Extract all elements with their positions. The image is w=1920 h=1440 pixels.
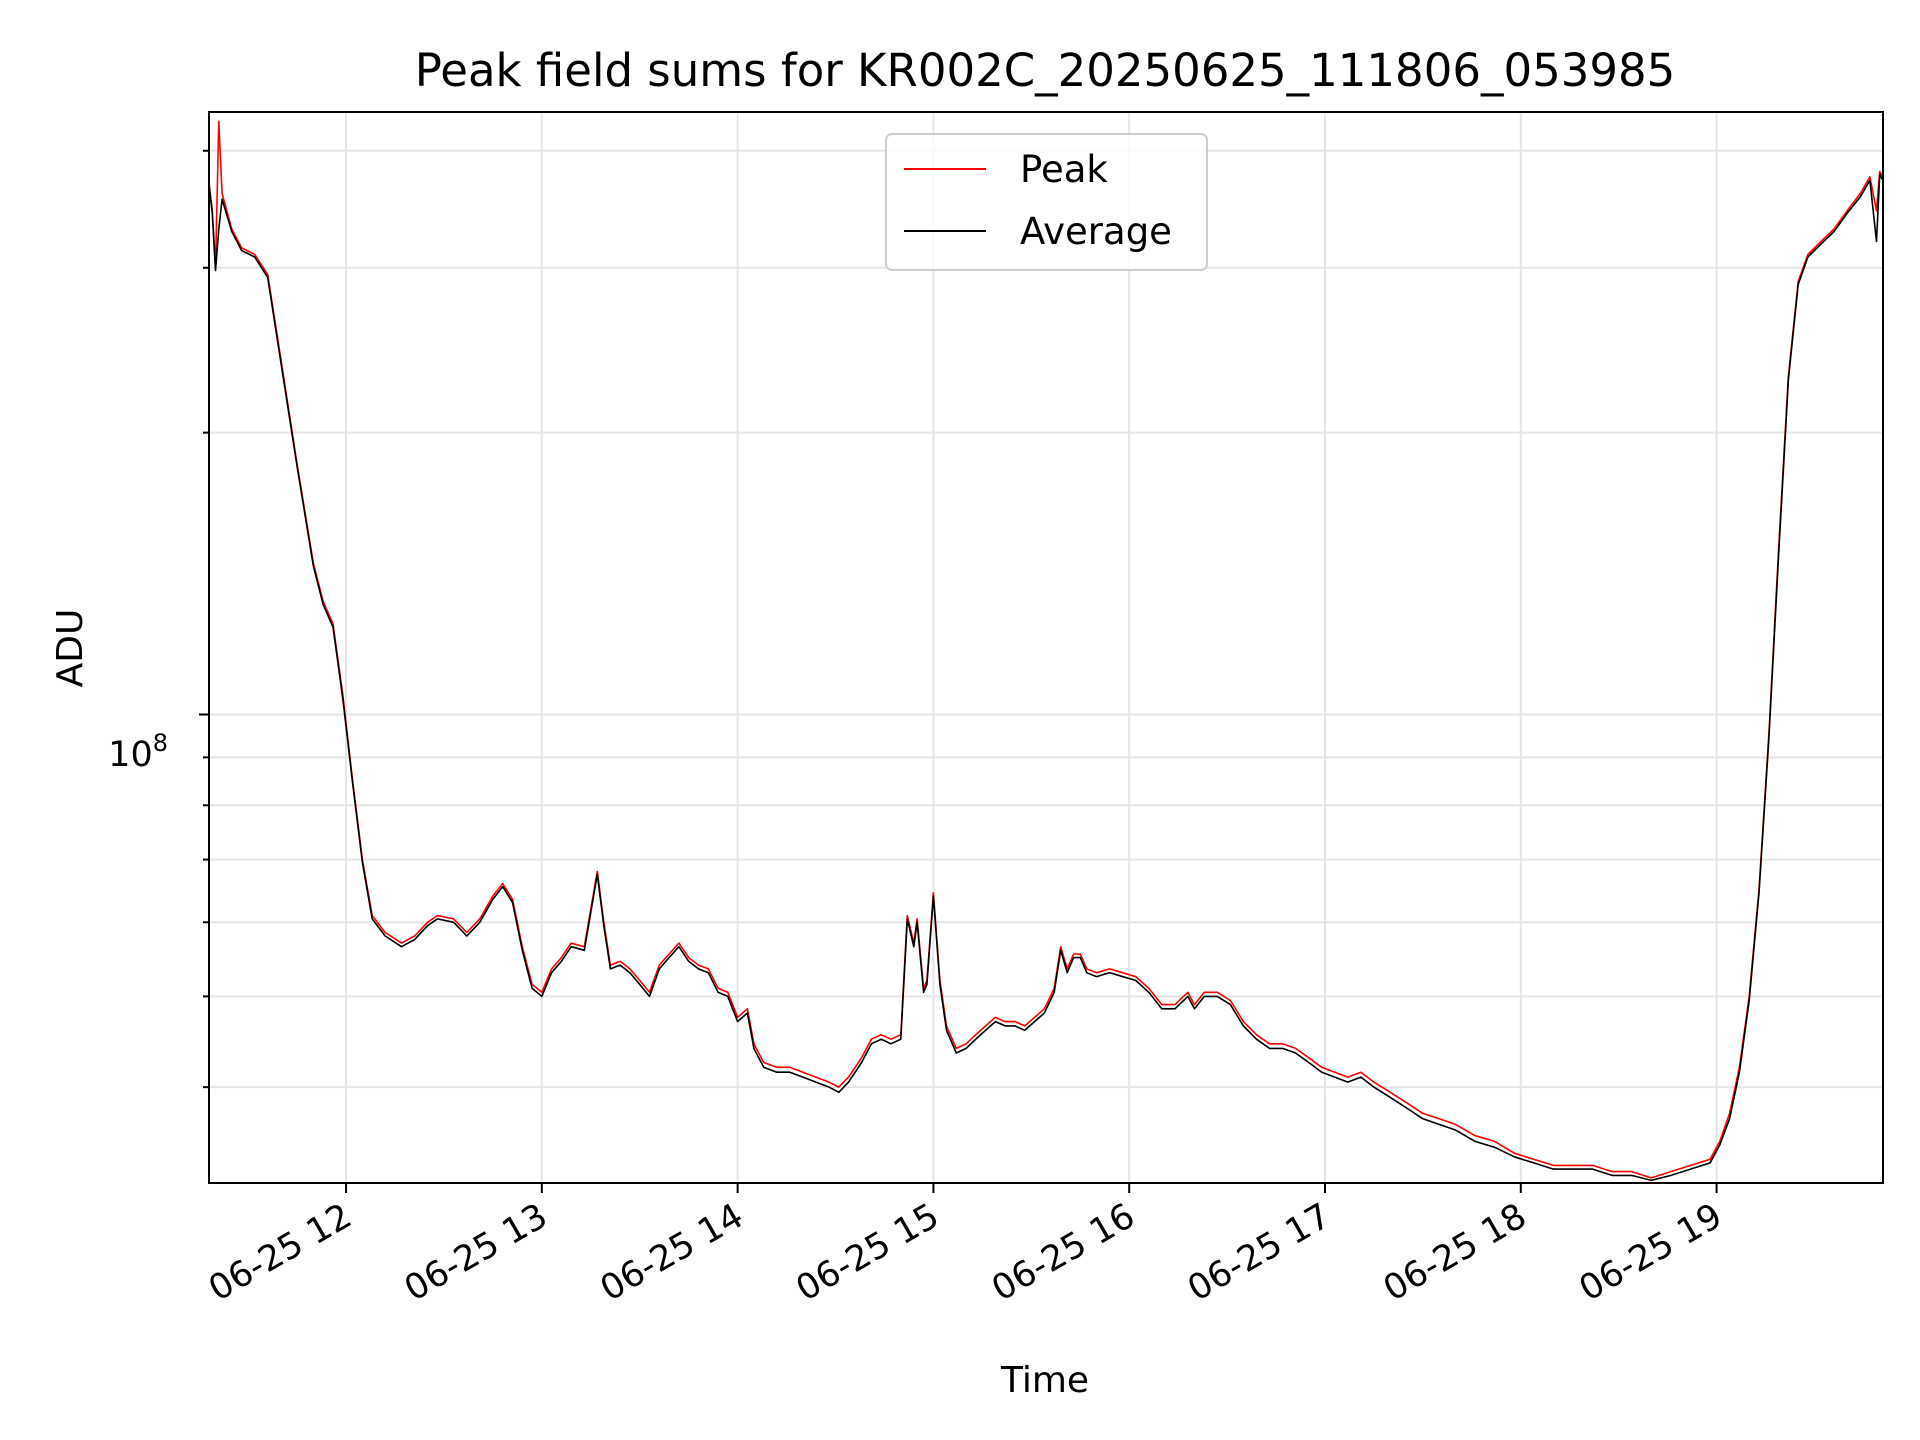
x-axis-label: Time bbox=[1000, 1360, 1089, 1401]
y-tick-label: 108 bbox=[108, 729, 168, 775]
series-line-peak bbox=[209, 120, 1883, 1179]
y-axis: 108 bbox=[108, 149, 209, 1089]
y-axis-label: ADU bbox=[50, 609, 91, 688]
y-tick-exponent: 8 bbox=[153, 729, 168, 757]
legend-label-peak: Peak bbox=[1020, 148, 1108, 191]
legend: Peak Average bbox=[885, 133, 1208, 271]
chart-title: Peak field sums for KR002C_20250625_1118… bbox=[415, 44, 1675, 97]
legend-label-average: Average bbox=[1020, 210, 1172, 253]
y-tick-base: 10 bbox=[108, 735, 153, 775]
series-line-average bbox=[209, 174, 1883, 1182]
grid bbox=[209, 112, 1883, 1183]
plot-area bbox=[209, 120, 1883, 1182]
plot-frame bbox=[208, 111, 1884, 1184]
series-layer bbox=[209, 120, 1883, 1182]
